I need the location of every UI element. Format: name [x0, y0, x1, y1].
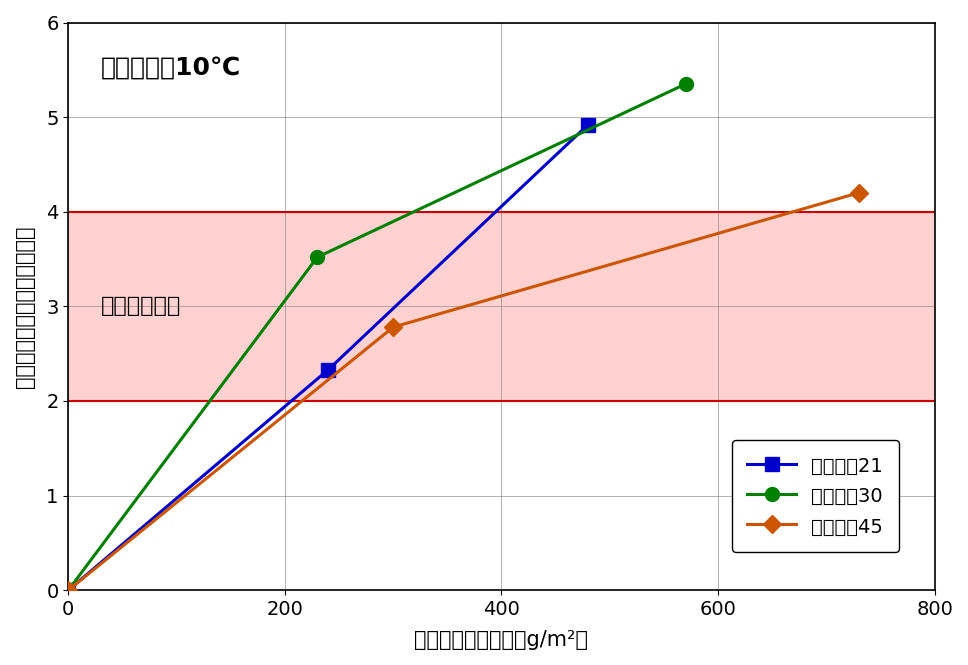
呼び強度30: [63, 586, 75, 594]
呼び強度45: [387, 323, 399, 331]
呼び強度30: [312, 253, 323, 261]
Line: 呼び強度30: 呼び強度30: [61, 77, 692, 597]
Bar: [69, 211, 934, 401]
Legend: 呼び強度21, 呼び強度30, 呼び強度45: 呼び強度21, 呼び強度30, 呼び強度45: [732, 440, 899, 552]
呼び強度45: [63, 586, 75, 594]
呼び強度21: [63, 586, 75, 594]
Y-axis label: 待機時間の短縮効果（時間）: 待機時間の短縮効果（時間）: [15, 225, 35, 388]
呼び強度21: [583, 120, 594, 128]
呼び強度21: [322, 366, 334, 374]
Text: 目標短縮時間: 目標短縮時間: [101, 297, 181, 317]
Line: 呼び強度45: 呼び強度45: [62, 187, 865, 597]
X-axis label: 凝結促進剤散布量（g/m²）: 凝結促進剤散布量（g/m²）: [414, 630, 589, 650]
Line: 呼び強度21: 呼び強度21: [61, 118, 595, 597]
呼び強度45: [853, 189, 864, 197]
Text: 環境温度：10℃: 環境温度：10℃: [101, 56, 241, 80]
呼び強度30: [680, 80, 691, 88]
